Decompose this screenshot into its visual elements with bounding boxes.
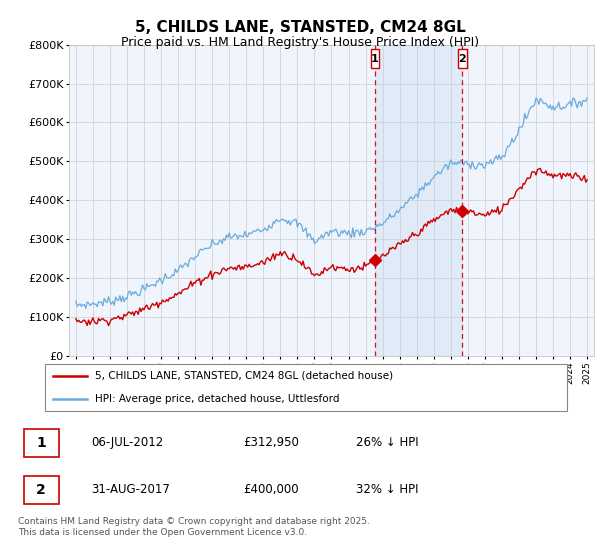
Text: 1: 1 bbox=[371, 54, 379, 64]
Text: Price paid vs. HM Land Registry's House Price Index (HPI): Price paid vs. HM Land Registry's House … bbox=[121, 36, 479, 49]
FancyBboxPatch shape bbox=[44, 364, 568, 411]
Text: £400,000: £400,000 bbox=[244, 483, 299, 496]
Text: 2: 2 bbox=[458, 54, 466, 64]
Bar bbox=[375, 45, 462, 356]
FancyBboxPatch shape bbox=[371, 49, 379, 68]
Text: 26% ↓ HPI: 26% ↓ HPI bbox=[356, 436, 419, 449]
Text: 06-JUL-2012: 06-JUL-2012 bbox=[91, 436, 164, 449]
FancyBboxPatch shape bbox=[458, 49, 467, 68]
FancyBboxPatch shape bbox=[23, 428, 59, 457]
FancyBboxPatch shape bbox=[23, 475, 59, 504]
Text: Contains HM Land Registry data © Crown copyright and database right 2025.
This d: Contains HM Land Registry data © Crown c… bbox=[18, 517, 370, 536]
Text: 5, CHILDS LANE, STANSTED, CM24 8GL: 5, CHILDS LANE, STANSTED, CM24 8GL bbox=[134, 20, 466, 35]
Text: 31-AUG-2017: 31-AUG-2017 bbox=[91, 483, 170, 496]
Text: £312,950: £312,950 bbox=[244, 436, 299, 449]
Text: 32% ↓ HPI: 32% ↓ HPI bbox=[356, 483, 419, 496]
Text: HPI: Average price, detached house, Uttlesford: HPI: Average price, detached house, Uttl… bbox=[95, 394, 340, 404]
Text: 5, CHILDS LANE, STANSTED, CM24 8GL (detached house): 5, CHILDS LANE, STANSTED, CM24 8GL (deta… bbox=[95, 371, 393, 381]
Text: 1: 1 bbox=[36, 436, 46, 450]
Text: 2: 2 bbox=[36, 483, 46, 497]
